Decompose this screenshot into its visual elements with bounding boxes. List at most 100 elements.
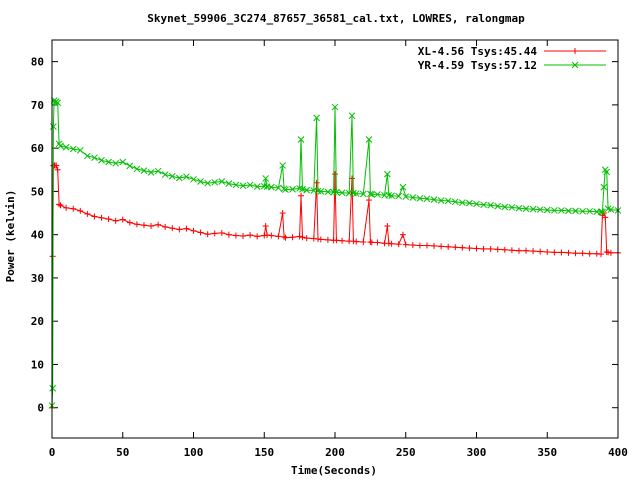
y-axis-label: Power (kelvin) xyxy=(4,190,17,283)
data-point xyxy=(232,232,239,239)
data-point xyxy=(452,244,459,251)
data-point xyxy=(333,237,340,244)
data-point xyxy=(262,175,270,182)
data-point xyxy=(480,245,487,252)
data-point xyxy=(572,207,579,215)
data-point xyxy=(84,210,91,217)
data-point xyxy=(430,196,438,203)
data-point xyxy=(602,214,609,221)
data-point xyxy=(162,223,169,230)
data-point xyxy=(197,229,204,236)
data-point xyxy=(275,184,282,192)
data-point xyxy=(239,182,247,190)
data-point xyxy=(501,203,509,211)
y-tick-label: 70 xyxy=(31,99,44,112)
x-tick-label: 0 xyxy=(49,446,56,459)
data-point xyxy=(232,181,240,189)
data-point xyxy=(365,197,372,204)
data-point xyxy=(558,207,565,214)
data-point xyxy=(161,171,169,178)
data-point xyxy=(204,179,212,187)
y-tick-label: 80 xyxy=(31,56,44,69)
data-point xyxy=(508,247,515,254)
data-point xyxy=(600,183,608,191)
data-point xyxy=(282,186,289,194)
data-point xyxy=(473,245,480,252)
data-point xyxy=(515,247,522,254)
data-point xyxy=(572,48,578,54)
chart-title: Skynet_59906_3C274_87657_36581_cal.txt, … xyxy=(147,12,525,25)
data-point xyxy=(565,207,572,215)
data-point xyxy=(551,249,558,256)
data-point xyxy=(133,221,140,228)
data-point xyxy=(515,204,523,212)
data-point xyxy=(352,190,360,197)
data-point xyxy=(395,241,402,248)
data-point xyxy=(579,207,586,215)
data-point xyxy=(466,245,473,252)
x-tick-label: 150 xyxy=(254,446,274,459)
x-axis-label: Time(Seconds) xyxy=(291,464,377,477)
data-point xyxy=(384,223,391,230)
data-point xyxy=(281,233,288,240)
data-point xyxy=(76,146,84,154)
data-point xyxy=(133,165,141,173)
data-point xyxy=(218,229,225,236)
data-point xyxy=(324,188,332,196)
data-point xyxy=(599,208,606,216)
data-point xyxy=(558,249,565,256)
data-point xyxy=(314,187,322,195)
data-point xyxy=(431,242,438,249)
data-point xyxy=(550,207,558,214)
data-point xyxy=(267,183,275,191)
data-point xyxy=(360,239,367,246)
data-point xyxy=(530,248,537,255)
data-point xyxy=(299,234,306,241)
data-point xyxy=(388,240,395,247)
data-point xyxy=(451,198,459,206)
data-point xyxy=(473,200,480,208)
plot-area xyxy=(48,97,622,411)
data-point xyxy=(297,136,305,143)
y-tick-label: 30 xyxy=(31,272,44,285)
data-point xyxy=(416,194,424,202)
data-point xyxy=(529,205,537,213)
data-point xyxy=(98,214,105,221)
data-point xyxy=(487,201,495,209)
data-point xyxy=(494,202,502,210)
data-point xyxy=(50,123,57,130)
data-point xyxy=(190,227,197,234)
data-point xyxy=(368,191,376,198)
data-point xyxy=(211,178,219,186)
data-point xyxy=(169,225,176,232)
data-point xyxy=(317,188,325,195)
data-point xyxy=(384,170,391,178)
data-point xyxy=(303,186,311,194)
axis-ticks: 0 50 100 150 200 250 300 350 400 0 10 20 30 40 50 60 70 8… xyxy=(31,40,628,459)
data-point xyxy=(508,204,516,211)
data-point xyxy=(586,250,593,257)
series-yr xyxy=(48,97,622,409)
data-point xyxy=(339,237,346,244)
data-point xyxy=(385,191,393,199)
data-point xyxy=(333,188,340,196)
data-point xyxy=(253,183,261,191)
x-tick-label: 400 xyxy=(608,446,628,459)
data-point xyxy=(303,235,310,242)
data-point xyxy=(105,216,112,223)
data-point xyxy=(112,159,120,167)
data-point xyxy=(247,232,254,239)
data-point xyxy=(466,199,473,207)
data-point xyxy=(282,234,289,241)
data-point xyxy=(62,143,70,151)
data-point xyxy=(53,162,60,169)
data-point xyxy=(607,249,614,256)
data-point xyxy=(70,205,77,212)
data-point xyxy=(119,158,127,166)
data-point xyxy=(154,167,162,175)
data-point xyxy=(338,189,346,197)
data-point xyxy=(275,233,282,240)
y-tick-label: 10 xyxy=(31,358,44,371)
data-point xyxy=(289,185,296,193)
